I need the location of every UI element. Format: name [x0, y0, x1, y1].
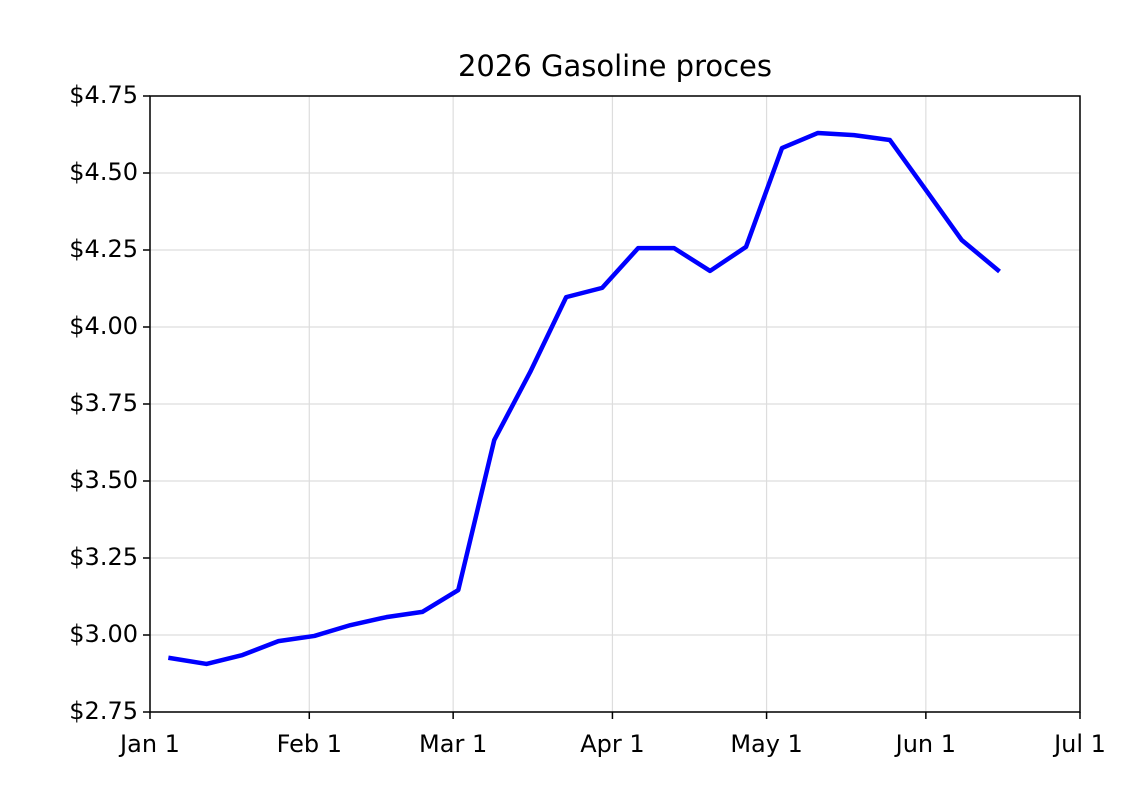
x-tick-label: Jul 1 — [1052, 730, 1106, 758]
x-tick-label: Jun 1 — [894, 730, 956, 758]
y-tick-label: $3.00 — [69, 620, 138, 648]
chart-title: 2026 Gasoline proces — [458, 49, 772, 83]
price-line — [167, 130, 1001, 667]
x-tick-label: May 1 — [730, 730, 803, 758]
y-tick-label: $4.00 — [69, 312, 138, 340]
plot-frame — [149, 95, 1081, 713]
y-tick-label: $3.75 — [69, 389, 138, 417]
y-tick-label: $4.50 — [69, 158, 138, 186]
y-tick-label: $3.25 — [69, 543, 138, 571]
y-tick-label: $2.75 — [69, 697, 138, 725]
x-tick-label: Feb 1 — [277, 730, 342, 758]
y-tick-label: $4.25 — [69, 235, 138, 263]
x-tick-label: Jan 1 — [118, 730, 180, 758]
y-tick-label: $3.50 — [69, 466, 138, 494]
x-tick-label: Mar 1 — [419, 730, 487, 758]
x-tick-label: Apr 1 — [580, 730, 644, 758]
y-tick-label: $4.75 — [69, 81, 138, 109]
